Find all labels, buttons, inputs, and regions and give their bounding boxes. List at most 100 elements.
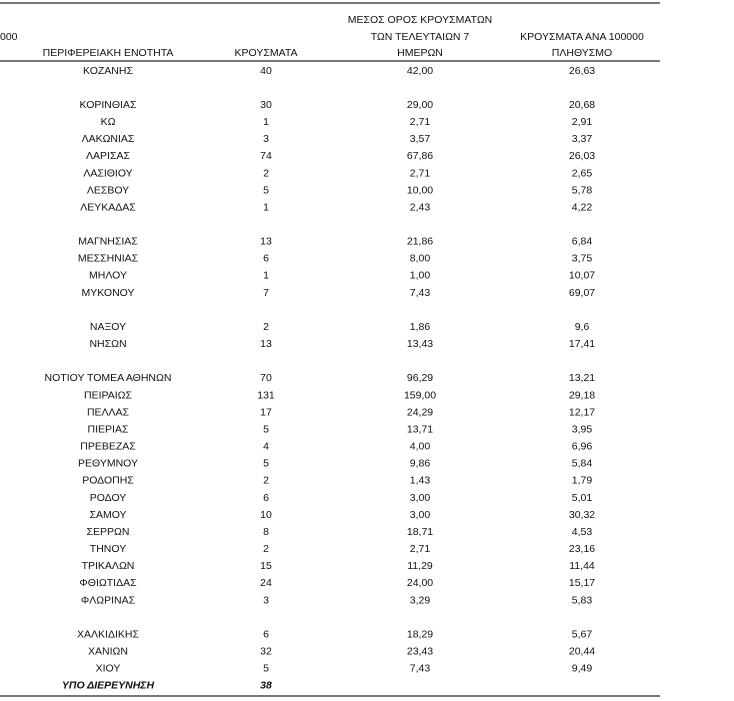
cases-cell: 13 — [260, 236, 272, 248]
per-cell: 5,83 — [572, 594, 593, 606]
per-cell: 5,01 — [572, 492, 593, 504]
cases-cell: 5 — [263, 458, 269, 470]
region-cell: ΝΗΣΩΝ — [89, 338, 126, 350]
per-cell: 23,16 — [569, 543, 595, 555]
per-cell: 26,03 — [569, 150, 595, 162]
cases-cell: 3 — [263, 133, 269, 145]
region-cell: ΠΙΕΡΙΑΣ — [88, 423, 129, 435]
cases-cell: 1 — [263, 116, 269, 128]
avg-cell: 3,57 — [410, 133, 431, 145]
cases-cell: 1 — [263, 201, 269, 213]
region-cell: ΜΑΓΝΗΣΙΑΣ — [78, 236, 138, 248]
cases-cell: 2 — [263, 321, 269, 333]
cases-cell: 30 — [260, 99, 272, 111]
header-per: ΠΛΗΘΥΣΜΟ — [552, 47, 612, 59]
per-cell: 6,84 — [572, 236, 593, 248]
region-cell: ΛΑΣΙΘΙΟΥ — [83, 167, 132, 179]
avg-cell: 24,29 — [407, 406, 433, 418]
avg-cell: 1,00 — [410, 270, 431, 282]
cases-cell: 8 — [263, 526, 269, 538]
cases-cell: 6 — [263, 492, 269, 504]
avg-cell: 2,71 — [410, 543, 431, 555]
cases-cell: 6 — [263, 253, 269, 265]
region-cell: ΚΟΖΑΝΗΣ — [83, 65, 133, 77]
region-cell: ΧΙΟΥ — [96, 663, 121, 675]
region-cell: ΛΕΥΚΑΔΑΣ — [80, 201, 136, 213]
per-cell: 30,32 — [569, 509, 595, 521]
cases-cell: 32 — [260, 646, 272, 658]
avg-cell: 13,71 — [407, 423, 433, 435]
region-cell: ΚΟΡΙΝΘΙΑΣ — [80, 99, 137, 111]
per-cell: 69,07 — [569, 287, 595, 299]
cases-cell: 13 — [260, 338, 272, 350]
header-avg: ΤΩΝ ΤΕΛΕΥΤΑΙΩΝ 7 — [371, 31, 470, 43]
region-cell: ΠΡΕΒΕΖΑΣ — [80, 441, 136, 453]
avg-cell: 3,00 — [410, 492, 431, 504]
per-cell: 3,37 — [572, 133, 593, 145]
cases-cell: 2 — [263, 475, 269, 487]
avg-cell: 18,71 — [407, 526, 433, 538]
region-cell: ΦΛΩΡΙΝΑΣ — [81, 594, 136, 606]
region-cell: ΤΡΙΚΑΛΩΝ — [82, 560, 135, 572]
per-cell: 12,17 — [569, 406, 595, 418]
region-cell: ΝΟΤΙΟΥ ΤΟΜΕΑ ΑΘΗΝΩΝ — [45, 372, 172, 384]
cases-cell: 4 — [263, 441, 269, 453]
avg-cell: 7,43 — [410, 287, 431, 299]
per-cell: 29,18 — [569, 389, 595, 401]
cases-cell: 15 — [260, 560, 272, 572]
per-cell: 6,96 — [572, 441, 593, 453]
cases-cell: 70 — [260, 372, 272, 384]
per-cell: 13,21 — [569, 372, 595, 384]
avg-cell: 4,00 — [410, 441, 431, 453]
avg-cell: 159,00 — [404, 389, 436, 401]
cases-cell: 17 — [260, 406, 272, 418]
region-cell: ΛΑΡΙΣΑΣ — [86, 150, 130, 162]
per-cell: 20,44 — [569, 646, 595, 658]
region-cell: ΣΑΜΟΥ — [89, 509, 126, 521]
cases-cell: 5 — [263, 184, 269, 196]
per-cell: 2,65 — [572, 167, 593, 179]
region-cell: ΛΑΚΩΝΙΑΣ — [82, 133, 135, 145]
avg-cell: 21,86 — [407, 236, 433, 248]
per-cell: 26,63 — [569, 65, 595, 77]
avg-cell: 23,43 — [407, 646, 433, 658]
header-avg: ΗΜΕΡΩΝ — [397, 47, 443, 59]
cases-cell: 1 — [263, 270, 269, 282]
cases-cell: 5 — [263, 663, 269, 675]
per-cell: 4,22 — [572, 201, 593, 213]
per-cell: 20,68 — [569, 99, 595, 111]
avg-cell: 8,00 — [410, 253, 431, 265]
avg-cell: 2,71 — [410, 116, 431, 128]
per-cell: 11,44 — [569, 560, 595, 572]
avg-cell: 3,00 — [410, 509, 431, 521]
region-cell: ΦΘΙΩΤΙΔΑΣ — [79, 577, 137, 589]
per-cell: 1,79 — [572, 475, 593, 487]
cases-cell: 40 — [260, 65, 272, 77]
region-cell: ΛΕΣΒΟΥ — [87, 184, 129, 196]
region-cell: ΜΗΛΟΥ — [89, 270, 127, 282]
cases-cell: 2 — [263, 167, 269, 179]
avg-cell: 42,00 — [407, 65, 433, 77]
per-cell: 5,84 — [572, 458, 593, 470]
avg-cell: 13,43 — [407, 338, 433, 350]
avg-cell: 96,29 — [407, 372, 433, 384]
cases-cell: 24 — [260, 577, 272, 589]
per-cell: 5,78 — [572, 184, 593, 196]
cases-cell: 2 — [263, 543, 269, 555]
cases-cell: 38 — [260, 680, 272, 692]
per-cell: 17,41 — [569, 338, 595, 350]
per-cell: 3,75 — [572, 253, 593, 265]
per-cell: 9,49 — [572, 663, 593, 675]
avg-cell: 3,29 — [410, 594, 431, 606]
per-cell: 15,17 — [569, 577, 595, 589]
avg-cell: 9,86 — [410, 458, 431, 470]
header-per: ΚΡΟΥΣΜΑΤΑ ΑΝΑ 100000 — [520, 31, 644, 43]
cases-cell: 5 — [263, 423, 269, 435]
avg-cell: 10,00 — [407, 184, 433, 196]
region-cell: ΝΑΞΟΥ — [90, 321, 126, 333]
header-cut: 000 — [0, 31, 18, 43]
per-cell: 2,91 — [572, 116, 593, 128]
region-cell: ΤΗΝΟΥ — [90, 543, 126, 555]
header-avg: ΜΕΣΟΣ ΟΡΟΣ ΚΡΟΥΣΜΑΤΩΝ — [348, 14, 493, 26]
